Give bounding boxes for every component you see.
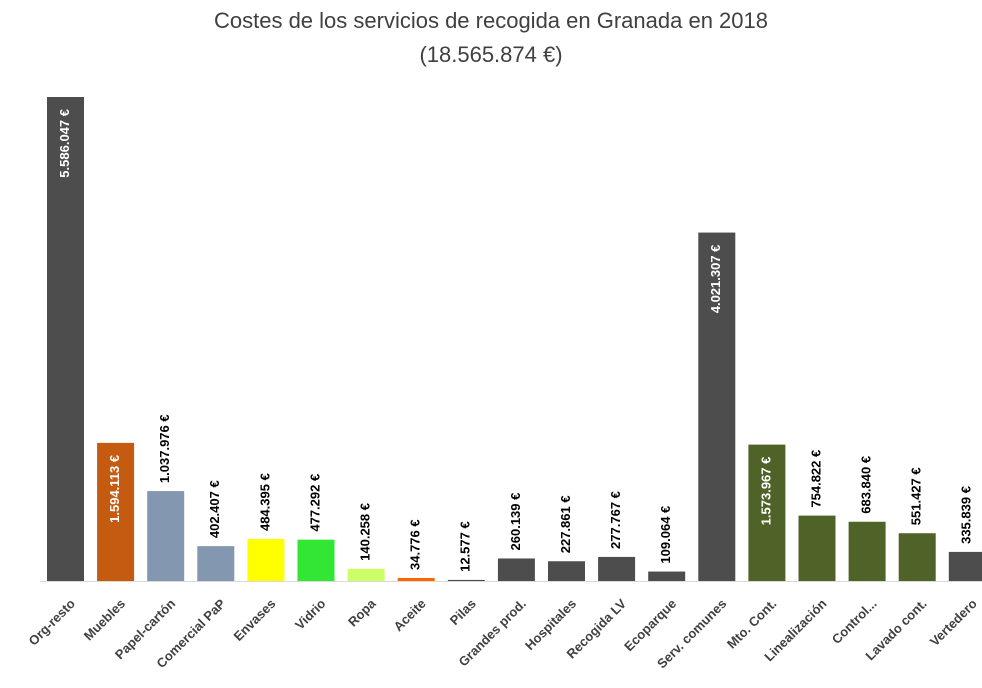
value-label: 477.292 € (307, 474, 322, 532)
value-label: 1.037.976 € (157, 414, 172, 483)
bar (297, 539, 335, 581)
bar (247, 539, 285, 581)
bar (548, 561, 585, 581)
value-label: 484.395 € (257, 473, 272, 531)
value-label: 4.021.307 € (708, 245, 723, 314)
bar (397, 577, 435, 581)
bar (97, 442, 135, 581)
x-tick-label: Ropa (345, 595, 379, 629)
value-label: 12.577 € (458, 521, 473, 572)
value-label: 683.840 € (859, 456, 874, 514)
value-label: 551.427 € (909, 467, 924, 525)
chart-title: Costes de los servicios de recogida en G… (214, 8, 768, 33)
value-label: 227.861 € (558, 495, 573, 553)
bar (447, 579, 485, 581)
value-label: 1.573.967 € (758, 457, 773, 526)
bar (898, 533, 936, 581)
bar (197, 546, 235, 581)
value-label: 5.586.047 € (57, 109, 72, 178)
value-label: 277.767 € (608, 491, 623, 549)
value-label: 140.258 € (358, 503, 373, 561)
bar (648, 571, 686, 581)
value-label: 402.407 € (207, 480, 222, 538)
x-tick-label: Vidrio (292, 596, 329, 633)
value-label: 260.139 € (508, 493, 523, 551)
x-tick-label: Aceite (391, 596, 429, 634)
x-tick-label: Pilas (447, 596, 479, 628)
x-tick-label: Vertedero (927, 596, 980, 649)
bar (798, 515, 836, 581)
bar (598, 556, 636, 581)
value-label: 34.776 € (408, 519, 423, 570)
bar (848, 521, 886, 581)
value-label: 109.064 € (658, 506, 673, 564)
bar (47, 97, 84, 581)
x-tick-label: Envases (231, 596, 279, 644)
value-label: 754.822 € (808, 450, 823, 508)
value-label: 335.839 € (959, 486, 974, 544)
value-label: 1.594.113 € (107, 455, 122, 523)
chart-subtitle: (18.565.874 €) (419, 42, 562, 67)
bar (147, 491, 185, 581)
bar (948, 551, 982, 581)
x-tick-label: Control... (829, 596, 880, 647)
bar (698, 232, 736, 581)
bar (497, 558, 535, 581)
x-tick-label: Muebles (81, 596, 128, 643)
bar (347, 568, 385, 581)
x-tick-label: Org-resto (26, 596, 79, 649)
bar (748, 444, 786, 581)
